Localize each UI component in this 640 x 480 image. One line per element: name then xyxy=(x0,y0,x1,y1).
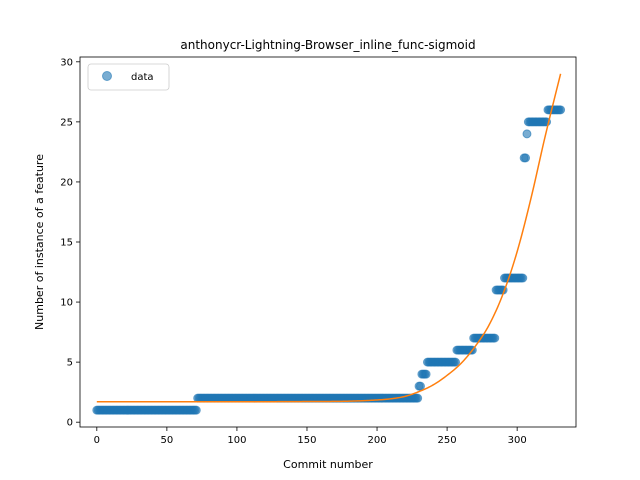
data-point xyxy=(521,153,531,163)
x-tick-label: 300 xyxy=(508,435,527,446)
y-axis-label: Number of instance of a feature xyxy=(33,154,46,330)
legend-label-data: data xyxy=(131,72,154,83)
x-tick-label: 100 xyxy=(227,435,246,446)
x-tick-label: 150 xyxy=(297,435,316,446)
y-tick-label: 20 xyxy=(60,177,73,188)
data-point xyxy=(415,381,425,391)
x-tick-label: 250 xyxy=(438,435,457,446)
data-point xyxy=(490,333,500,343)
plot-area xyxy=(79,56,577,428)
data-point xyxy=(451,357,460,367)
y-tick-label: 30 xyxy=(60,57,73,68)
chart-title: anthonycr-Lightning-Browser_inline_func-… xyxy=(180,38,475,52)
legend: data xyxy=(87,63,170,91)
y-tick-label: 15 xyxy=(60,238,73,249)
legend-box xyxy=(87,63,170,91)
y-tick-label: 5 xyxy=(67,358,73,369)
legend-marker-data xyxy=(102,71,112,81)
data-point xyxy=(556,105,566,115)
axes-background xyxy=(80,57,576,427)
data-point xyxy=(191,405,201,415)
fit-curve xyxy=(96,73,562,403)
y-tick-label: 10 xyxy=(60,298,73,309)
data-point xyxy=(413,393,423,403)
y-tick-label: 0 xyxy=(67,418,73,429)
x-tick-label: 0 xyxy=(94,435,100,446)
y-tick-label: 25 xyxy=(60,117,73,128)
x-tick-label: 50 xyxy=(161,435,174,446)
y-axis-ticks: 0 5 10 15 20 25 30 xyxy=(60,57,80,429)
x-axis-ticks: 0 50 100 150 200 250 300 xyxy=(94,427,527,446)
x-axis-label: Commit number xyxy=(283,458,373,471)
x-tick-label: 200 xyxy=(367,435,386,446)
data-point xyxy=(522,129,532,139)
data-point xyxy=(518,273,528,283)
data-point xyxy=(421,369,431,379)
